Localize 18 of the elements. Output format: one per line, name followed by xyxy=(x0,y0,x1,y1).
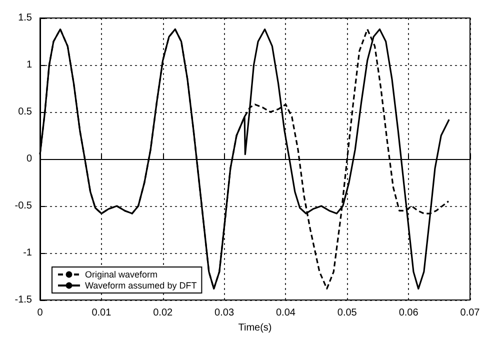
y-tick-label: 1 xyxy=(26,60,32,70)
x-tick-label: 0.01 xyxy=(92,308,112,318)
y-tick-label: 1.5 xyxy=(18,12,32,24)
y-tick-label: 0.5 xyxy=(18,106,32,118)
y-tick-label: -1 xyxy=(23,248,32,258)
y-tick-label: -0.5 xyxy=(14,200,32,212)
x-tick-label: 0.04 xyxy=(276,308,296,318)
x-tick-label: 0.05 xyxy=(337,308,358,318)
x-tick-label: 0.07 xyxy=(460,308,480,318)
x-tick-label: 0.02 xyxy=(153,308,174,318)
legend-label: Waveform assumed by DFT xyxy=(85,280,198,290)
legend-label: Original waveform xyxy=(85,270,158,280)
x-axis-title: Time(s) xyxy=(238,322,272,334)
x-tick-label: 0.06 xyxy=(398,308,419,318)
y-tick-label: 0 xyxy=(26,154,32,164)
x-tick-label: 0.03 xyxy=(214,308,234,318)
x-tick-label: 0 xyxy=(37,308,44,318)
y-tick-label: -1.5 xyxy=(14,294,32,306)
